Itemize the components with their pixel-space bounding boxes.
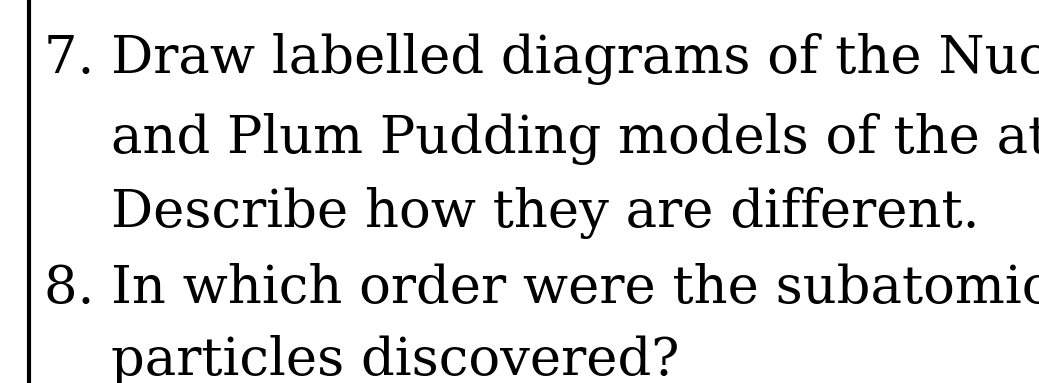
- Text: 7. Draw labelled diagrams of the Nuclear: 7. Draw labelled diagrams of the Nuclear: [44, 33, 1039, 85]
- Text: and Plum Pudding models of the atom.: and Plum Pudding models of the atom.: [44, 113, 1039, 165]
- Text: particles discovered?: particles discovered?: [44, 335, 680, 383]
- Text: Describe how they are different.: Describe how they are different.: [44, 187, 979, 239]
- Text: 8. In which order were the subatomic: 8. In which order were the subatomic: [44, 262, 1039, 314]
